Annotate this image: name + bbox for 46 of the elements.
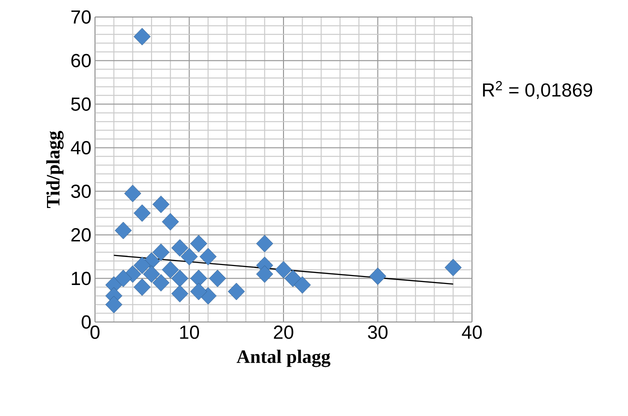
point [228,282,245,300]
point [162,261,179,278]
point [152,244,170,261]
point [190,282,208,300]
point [171,270,188,288]
point [180,248,198,266]
point [134,28,151,46]
y-tick-label: 30 [71,184,91,198]
point [134,204,151,222]
point [162,213,179,230]
point [284,270,302,288]
point [275,261,292,278]
point [105,296,122,314]
point [134,256,151,274]
point [209,270,226,288]
x-tick-label: 20 [274,326,294,339]
point [294,276,311,294]
point [134,278,151,296]
point [171,239,188,257]
point [444,258,462,276]
x-axis-title: Antal plagg [236,350,330,368]
point [143,265,160,283]
x-tick-label: 10 [180,326,200,339]
y-tick-label: 60 [71,54,91,68]
y-tick-label: 10 [72,272,91,286]
point [152,274,170,292]
x-tick-label: 30 [368,326,388,339]
y-axis-title: Tid/plagg [46,130,64,208]
text: R$^{2}$ = 0,01869 [483,81,592,99]
point [171,284,188,302]
y-tick-label: 20 [71,228,91,242]
x-tick-label: 40 [462,326,482,339]
point [190,234,208,252]
point [114,222,132,240]
x-tick-label: 0 [90,326,100,339]
point [256,234,274,252]
point [124,184,142,202]
point [114,270,132,288]
y-tick-label: 50 [71,97,91,111]
point [256,265,274,283]
point [152,196,170,214]
point [200,248,217,266]
point [369,268,386,285]
y-tick-label: 0 [82,315,91,329]
y-tick-label: 70 [71,10,91,24]
y-tick-label: 40 [70,141,91,154]
